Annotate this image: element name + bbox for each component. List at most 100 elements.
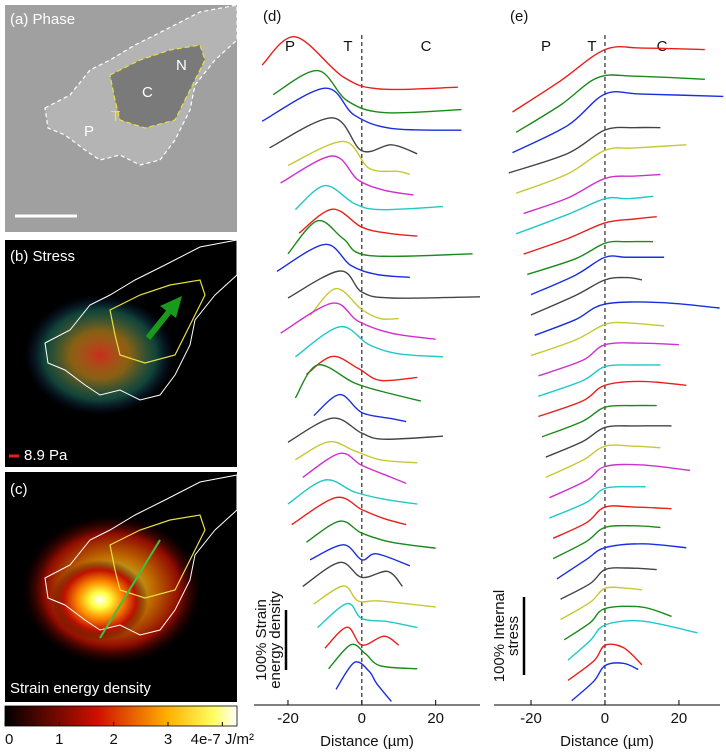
x-tick-label: 20	[671, 710, 688, 727]
profile-curve	[530, 276, 643, 316]
profile-curve	[294, 326, 444, 358]
scale-label: 100% Strain	[253, 599, 270, 681]
profile-curve	[306, 355, 418, 382]
cell-outline	[44, 239, 238, 401]
panel-label: (a) Phase	[10, 11, 75, 28]
nucleus-outline	[109, 44, 206, 129]
direction-arrow	[145, 306, 175, 340]
profile-curve	[287, 479, 418, 505]
colorbar-tick-label: 2	[109, 731, 117, 748]
x-axis-label: Distance (µm)	[560, 733, 654, 750]
profile-curve	[549, 463, 691, 499]
profile-curve	[515, 74, 705, 133]
region-label: C	[657, 38, 668, 55]
profile-curve	[280, 302, 436, 340]
profile-curve	[324, 626, 400, 649]
profile-curve	[317, 602, 418, 629]
nucleus-outline	[109, 279, 206, 364]
profile-line	[99, 539, 161, 639]
profile-curve	[523, 215, 657, 255]
colorbar	[4, 705, 238, 727]
colorbar-tick-label: 3	[164, 731, 172, 748]
profile-curve	[295, 440, 418, 464]
profile-curve	[294, 364, 422, 402]
profile-curve	[276, 243, 410, 279]
profile-curve	[309, 544, 411, 567]
x-tick-label: -20	[520, 710, 542, 727]
profile-curve	[261, 87, 462, 131]
profile-curve	[545, 425, 672, 458]
x-axis-label: Distance (µm)	[320, 733, 414, 750]
region-label: T	[343, 38, 352, 55]
x-tick-label: 20	[427, 710, 444, 727]
profile-curve	[291, 496, 407, 526]
panel-c: (c) Strain energy density	[4, 472, 238, 727]
panel-label: (e)	[510, 8, 528, 25]
profile-curve	[280, 155, 414, 196]
profile-curve	[512, 46, 705, 113]
profile-curve	[512, 91, 724, 154]
region-marker: N	[176, 57, 187, 74]
colorbar-tick-label: 1	[55, 731, 63, 748]
profile-curve	[560, 567, 657, 600]
panel-label: (b) Stress	[10, 248, 75, 265]
profile-curve	[545, 444, 661, 479]
panel-label: (d)	[263, 8, 281, 25]
profile-curve	[571, 662, 639, 702]
panel-label: (c)	[10, 481, 28, 498]
stress-field	[25, 295, 175, 415]
x-tick-label: 0	[358, 710, 366, 727]
profile-curve	[549, 485, 646, 519]
region-label: P	[541, 38, 551, 55]
profile-curve	[287, 140, 411, 176]
profile-curve	[563, 605, 672, 641]
caption: Strain energy density	[10, 680, 151, 697]
energy-core	[52, 560, 148, 640]
profile-curve	[272, 69, 462, 114]
profile-curve	[313, 585, 436, 608]
scale-label: stress	[505, 616, 522, 656]
profile-curve	[287, 219, 473, 258]
profile-curve	[534, 301, 720, 336]
profile-curve	[294, 184, 444, 211]
profile-curve	[552, 524, 661, 560]
profile-curve	[287, 417, 444, 443]
region-label: C	[421, 38, 432, 55]
profile-curve	[508, 126, 661, 174]
profile-curve	[556, 543, 687, 580]
scale-label: energy density	[267, 591, 284, 689]
x-tick-label: 0	[601, 710, 609, 727]
region-label: T	[587, 38, 596, 55]
profile-curve	[515, 195, 654, 235]
profile-curve	[538, 364, 661, 397]
profile-curve	[515, 144, 687, 194]
region-marker: C	[142, 84, 153, 101]
profile-curve	[298, 208, 418, 237]
profile-curve	[261, 36, 458, 91]
profile-curve	[538, 342, 679, 377]
panel-b: 8.9 Pa (b) Stress	[5, 239, 238, 467]
profile-curve	[287, 270, 481, 299]
colorbar-tick-label: 0	[5, 731, 13, 748]
profile-curve	[530, 321, 665, 357]
profile-curve	[306, 520, 436, 549]
region-marker: T	[111, 108, 120, 125]
profile-curve	[527, 240, 654, 276]
colorbar-tick-label: 4e-7 J/m²	[191, 731, 254, 748]
profile-curve	[560, 586, 643, 621]
scale-label: 8.9 Pa	[24, 447, 68, 464]
profile-curve	[567, 643, 643, 681]
profile-curve	[309, 287, 399, 320]
profile-curve	[302, 561, 403, 587]
profile-curve	[313, 393, 407, 423]
arrow-head	[160, 296, 182, 318]
nucleus-outline	[109, 514, 206, 599]
panel-a: (a) Phase N C T P	[5, 4, 238, 232]
x-tick-label: -20	[277, 710, 299, 727]
cell-outline	[44, 474, 238, 636]
profile-curve	[541, 404, 657, 438]
profile-curve	[552, 505, 672, 539]
profile-curve	[302, 452, 407, 485]
